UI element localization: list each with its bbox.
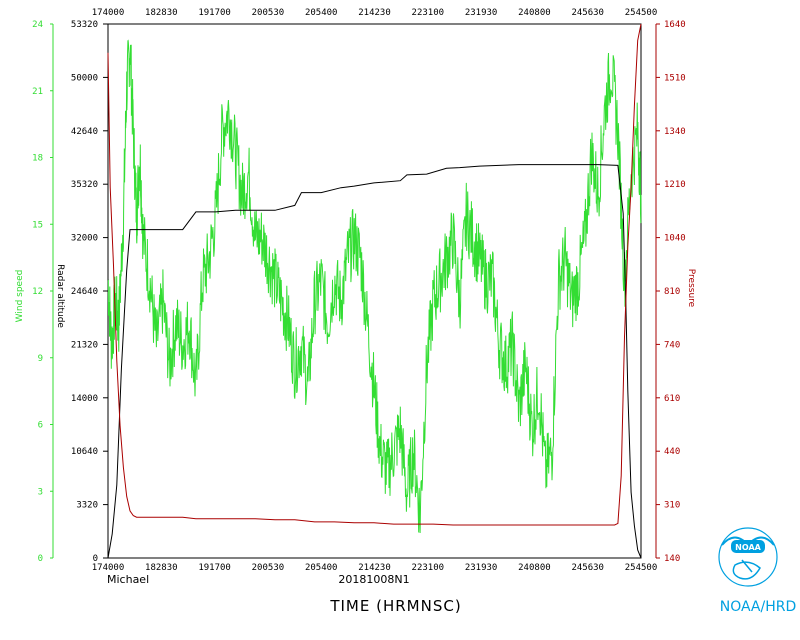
pressure-tick-label: 1510 <box>664 73 686 83</box>
plot-frame <box>107 23 642 559</box>
pressure-tick-label: 1340 <box>664 127 686 137</box>
series-layer <box>107 23 642 559</box>
pressure-axis-title: Pressure <box>686 269 696 308</box>
wind-speed-tick-label: 18 <box>32 154 43 164</box>
x-ticks-bottom: 174000 182830 191700 200530 205400 214230 2231… <box>92 563 658 573</box>
x-ticks-top: 174000 182830 191700 200530 205400 214230 2231… <box>92 8 658 18</box>
wind-speed-ticks: 0 3 6 9 12 15 18 21 24 <box>32 20 53 564</box>
radar-altitude-tick-label: 3320 <box>76 501 98 511</box>
x-tick-label-bottom: 240800 <box>518 563 551 573</box>
wind-speed-tick-label: 3 <box>38 487 43 497</box>
x-axis-title: TIME (HRMNSC) <box>329 597 461 615</box>
radar-altitude-axis-title: Radar altitude <box>55 264 65 328</box>
pressure-tick-label: 610 <box>664 394 680 404</box>
x-tick-label-bottom: 205400 <box>305 563 338 573</box>
x-tick-label-top: 240800 <box>518 8 551 18</box>
x-tick-label-bottom: 174000 <box>92 563 125 573</box>
radar-altitude-tick-label: 32000 <box>71 234 98 244</box>
x-tick-label-bottom: 231930 <box>465 563 498 573</box>
x-tick-label-bottom: 214230 <box>358 563 391 573</box>
radar-altitude-tick-label: 24640 <box>71 287 98 297</box>
pressure-tick-label: 1040 <box>664 234 686 244</box>
x-tick-label-top: 214230 <box>358 8 391 18</box>
wind-speed-series-line <box>107 39 642 534</box>
noaa-logo-icon: NOAA <box>718 527 778 587</box>
x-tick-label-top: 223100 <box>412 8 445 18</box>
wind-speed-tick-label: 12 <box>32 287 43 297</box>
pressure-tick-label: 140 <box>664 554 680 564</box>
radar-altitude-tick-label: 21320 <box>71 340 98 350</box>
radar-altitude-tick-label: 0 <box>93 554 98 564</box>
radar-altitude-ticks: 0 3320 10640 14000 21320 24640 32000 35320 42640… <box>71 20 108 564</box>
wind-speed-axis-title: Wind speed <box>15 270 25 323</box>
x-tick-label-bottom: 223100 <box>412 563 445 573</box>
x-tick-label-top: 245630 <box>571 8 604 18</box>
radar-altitude-tick-label: 53320 <box>71 20 98 30</box>
x-tick-label-top: 191700 <box>198 8 231 18</box>
x-tick-label-bottom: 200530 <box>252 563 285 573</box>
wind-speed-tick-label: 6 <box>38 421 43 431</box>
pressure-series-line <box>107 23 642 526</box>
radar-altitude-tick-label: 14000 <box>71 394 98 404</box>
x-tick-label-bottom: 182830 <box>145 563 178 573</box>
x-tick-label-top: 205400 <box>305 8 338 18</box>
pressure-tick-label: 810 <box>664 287 680 297</box>
pressure-tick-label: 740 <box>664 340 680 350</box>
x-tick-label-bottom: 245630 <box>571 563 604 573</box>
x-tick-label-top: 174000 <box>92 8 125 18</box>
x-tick-label-bottom: 191700 <box>198 563 231 573</box>
pressure-tick-label: 440 <box>664 447 680 457</box>
x-tick-label-top: 200530 <box>252 8 285 18</box>
pressure-tick-label: 1210 <box>664 180 686 190</box>
radar-altitude-tick-label: 10640 <box>71 447 98 457</box>
pressure-ticks: 140 310 440 610 740 810 1040 1210 1340 1510 1640 <box>656 20 686 564</box>
flight-id: 20181008N1 <box>338 573 409 586</box>
pressure-tick-label: 310 <box>664 501 680 511</box>
storm-name: Michael <box>107 573 149 586</box>
wind-speed-tick-label: 21 <box>32 87 43 97</box>
radar-altitude-tick-label: 50000 <box>71 73 98 83</box>
wind-speed-tick-label: 24 <box>32 20 43 30</box>
radar-altitude-series-line <box>107 164 642 559</box>
x-tick-label-bottom: 254500 <box>625 563 658 573</box>
wind-speed-tick-label: 0 <box>38 554 43 564</box>
x-tick-label-top: 254500 <box>625 8 658 18</box>
pressure-tick-label: 1640 <box>664 20 686 30</box>
x-tick-label-top: 182830 <box>145 8 178 18</box>
svg-text:NOAA: NOAA <box>735 543 761 552</box>
wind-speed-tick-label: 9 <box>38 354 43 364</box>
x-tick-label-top: 231930 <box>465 8 498 18</box>
radar-altitude-tick-label: 35320 <box>71 180 98 190</box>
wind-speed-tick-label: 15 <box>32 220 43 230</box>
radar-altitude-tick-label: 42640 <box>71 127 98 137</box>
org-label: NOAA/HRD <box>720 599 797 615</box>
